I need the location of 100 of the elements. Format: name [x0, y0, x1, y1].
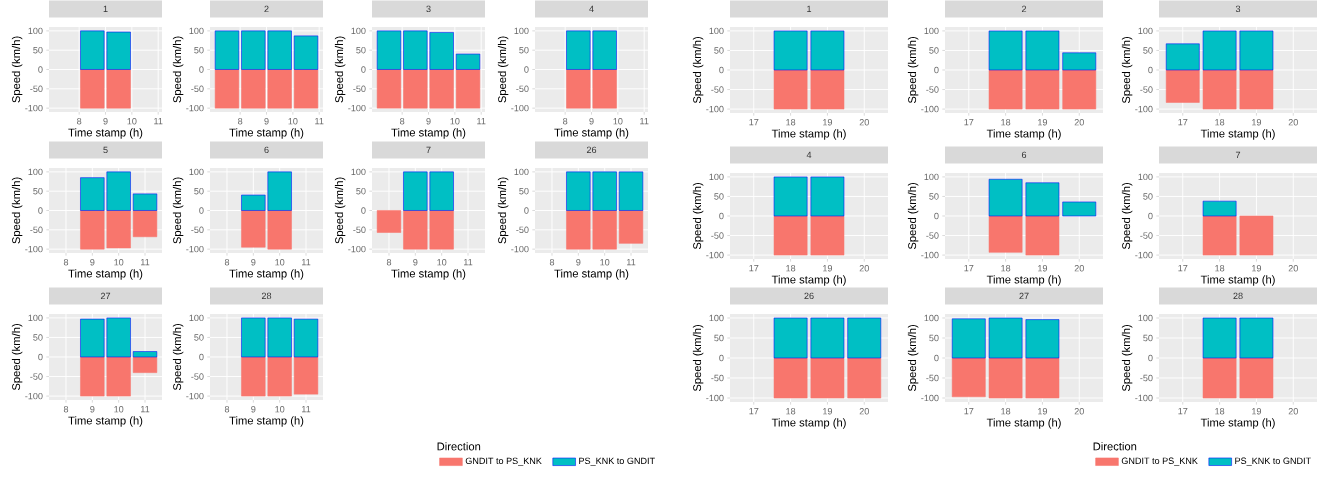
y-tick-label: 0	[199, 353, 204, 361]
bar	[1165, 43, 1200, 71]
y-tick-label: -50	[191, 85, 204, 93]
y-tick-label: -50	[353, 226, 366, 234]
y-tick-label: -50	[30, 373, 43, 380]
y-tick-label: -100	[921, 394, 939, 402]
y-tick-label: 50	[519, 187, 529, 195]
y-tick-label: 50	[33, 334, 43, 341]
bar	[132, 356, 158, 373]
y-tick-label: -100	[25, 392, 43, 400]
y-tick-label: 50	[194, 334, 204, 341]
y-tick-label: -100	[511, 104, 529, 112]
x-tick-label: 18	[1215, 119, 1225, 126]
bar	[293, 69, 319, 109]
x-tick-label: 20	[859, 408, 869, 415]
y-tick-label: -50	[516, 85, 529, 93]
y-tick-label: -100	[921, 251, 939, 259]
x-tick-label: 17	[749, 119, 759, 126]
y-tick-label: -50	[353, 85, 366, 93]
x-tick-label: 8	[63, 259, 69, 266]
bar	[455, 69, 481, 109]
x-axis-title: Time stamp (h)	[554, 269, 629, 280]
y-tick-label: -100	[186, 245, 204, 253]
y-axis-title: Speed (km/h)	[334, 177, 346, 244]
x-axis-title: Time stamp (h)	[391, 128, 466, 139]
chart-title: 3	[1235, 5, 1241, 13]
y-tick-label: 0	[361, 207, 366, 214]
y-tick-label: 100	[924, 173, 939, 181]
chart-title: 26	[586, 146, 597, 154]
x-tick-label: 10	[613, 118, 623, 125]
chart-title: 4	[589, 5, 594, 13]
bar	[376, 30, 402, 70]
y-tick-label: 0	[524, 66, 529, 73]
x-axis-title: Time stamp (h)	[68, 416, 143, 427]
x-tick-label: 11	[154, 118, 163, 125]
x-tick-label: 11	[315, 118, 324, 125]
bar	[1062, 201, 1097, 217]
y-tick-label: 0	[719, 354, 724, 362]
chart-title: 4	[806, 151, 812, 159]
x-tick-label: 20	[1288, 265, 1298, 272]
y-axis-title: Speed (km/h)	[497, 177, 509, 244]
y-tick-label: 0	[1148, 212, 1153, 220]
x-tick-label: 8	[63, 406, 69, 413]
x-tick-label: 11	[141, 259, 150, 266]
y-tick-label: -50	[1140, 86, 1153, 93]
y-tick-label: 50	[33, 46, 43, 54]
x-tick-label: 11	[477, 118, 486, 125]
bar	[214, 69, 240, 109]
y-axis-title: Speed (km/h)	[334, 36, 346, 103]
y-tick-label: 50	[33, 187, 43, 195]
x-tick-label: 8	[386, 259, 392, 266]
x-tick-label: 20	[1074, 408, 1084, 415]
chart-title: 2	[264, 5, 269, 13]
x-tick-label: 19	[823, 119, 833, 126]
y-tick-label: 100	[514, 27, 529, 35]
bar	[1025, 182, 1060, 217]
x-axis-title: Time stamp (h)	[229, 416, 304, 427]
y-tick-label: 50	[519, 46, 529, 54]
legend-label: PS_KNK to GNDIT	[1235, 457, 1311, 466]
x-tick-label: 8	[77, 118, 82, 125]
y-tick-label: 100	[514, 168, 529, 176]
bar	[376, 69, 402, 109]
x-tick-label: 19	[1038, 265, 1048, 272]
y-tick-label: -50	[1140, 374, 1153, 382]
chart-title: 7	[426, 146, 431, 154]
x-tick-label: 11	[141, 406, 150, 413]
y-tick-label: -100	[1135, 394, 1153, 402]
chart-title: 27	[100, 292, 111, 300]
y-tick-label: -50	[711, 374, 724, 382]
bar	[214, 30, 240, 70]
x-tick-label: 8	[563, 118, 568, 125]
x-tick-label: 17	[749, 265, 759, 272]
x-axis-title: Time stamp (h)	[1200, 275, 1275, 286]
x-tick-label: 20	[1288, 119, 1298, 126]
y-axis-title: Speed (km/h)	[172, 177, 184, 244]
bar	[1025, 30, 1060, 71]
y-tick-label: -100	[25, 104, 43, 112]
x-tick-label: 18	[786, 408, 796, 415]
x-tick-label: 10	[127, 118, 137, 125]
chart-title: 27	[1019, 292, 1029, 300]
y-tick-label: 50	[1143, 193, 1153, 200]
bar	[1239, 30, 1274, 71]
chart-title: 1	[807, 5, 812, 13]
bar	[951, 357, 986, 398]
y-tick-label: -100	[186, 104, 204, 112]
y-tick-label: -50	[516, 226, 529, 234]
y-axis-title: Speed (km/h)	[497, 36, 509, 103]
y-tick-label: 100	[924, 314, 939, 322]
x-tick-label: 11	[464, 259, 473, 266]
y-tick-label: -100	[1135, 105, 1153, 113]
chart-title: 26	[804, 292, 814, 300]
x-tick-label: 20	[859, 265, 869, 272]
chart-title: 2	[1021, 5, 1027, 13]
x-axis-title: Time stamp (h)	[986, 275, 1061, 286]
x-tick-label: 19	[1038, 119, 1048, 126]
x-tick-label: 17	[1178, 265, 1188, 272]
x-tick-label: 10	[114, 406, 124, 413]
bar	[293, 318, 319, 358]
x-axis-title: Time stamp (h)	[391, 269, 466, 280]
x-tick-label: 11	[302, 259, 311, 266]
